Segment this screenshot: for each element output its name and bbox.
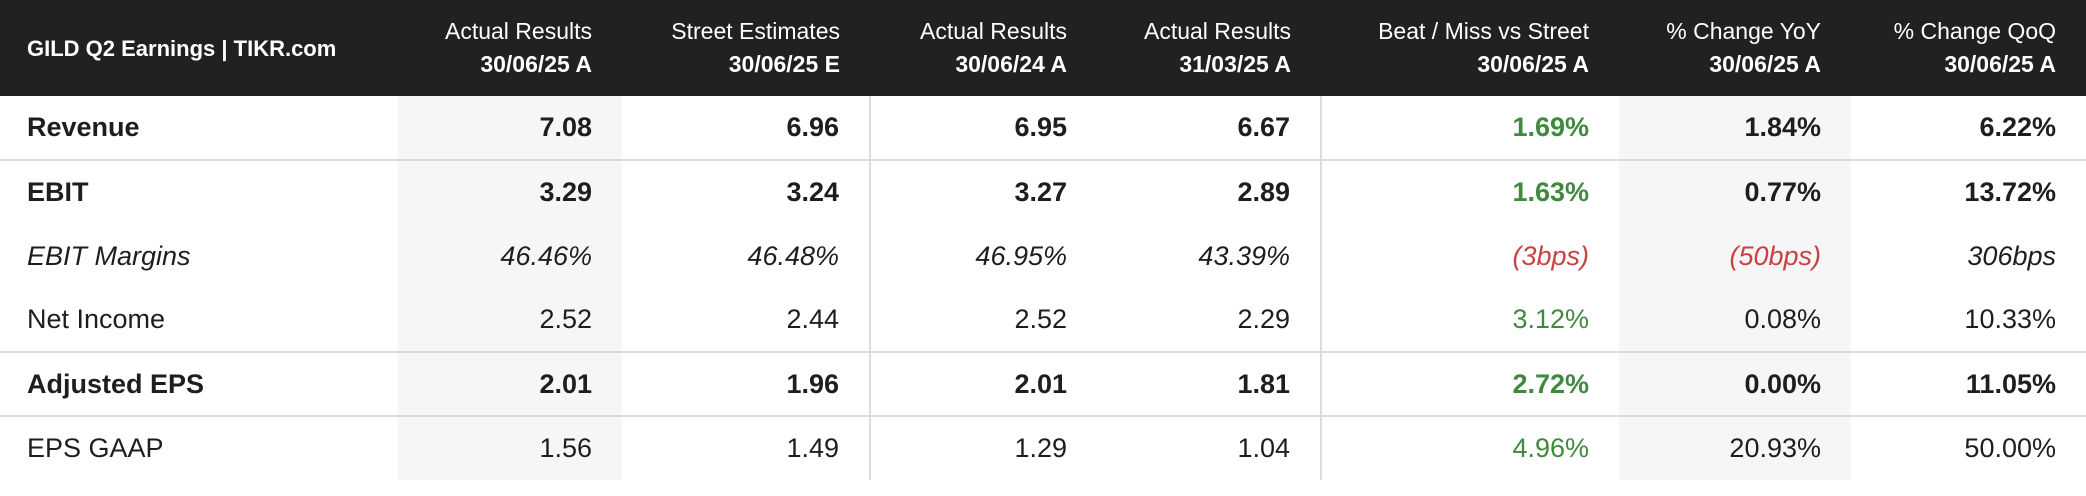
table-row-net-income: Net Income 2.52 2.44 2.52 2.29 3.12% 0.0… xyxy=(0,288,2086,352)
cell: 10.33% xyxy=(1964,304,2056,334)
row-label: EPS GAAP xyxy=(0,415,398,480)
cell: 0.00% xyxy=(1619,351,1851,416)
row-label: EBIT Margins xyxy=(27,240,191,271)
row-label: Net Income xyxy=(27,304,166,334)
cell: 1.49 xyxy=(622,415,871,480)
table-row-revenue: Revenue 7.08 6.96 6.95 6.67 1.69% 1.84% … xyxy=(0,96,2086,160)
table-row-ebit-margins: EBIT Margins 46.46% 46.48% 46.95% 43.39%… xyxy=(0,224,2086,288)
table-row-eps-gaap: EPS GAAP 1.56 1.49 1.29 1.04 4.96% 20.93… xyxy=(0,415,2086,480)
header-row: GILD Q2 Earnings | TIKR.com Actual Resul… xyxy=(0,0,2086,96)
cell: 2.52 xyxy=(1014,304,1067,334)
cell: 2.29 xyxy=(1097,288,1322,352)
column-header-label: Actual Results xyxy=(1143,18,1291,44)
cell: 0.08% xyxy=(1619,288,1851,352)
cell: 3.24 xyxy=(622,159,871,224)
cell: 306bps xyxy=(1967,240,2056,271)
cell: 3.27 xyxy=(870,159,1097,224)
column-header: Actual Results 30/06/25 A xyxy=(398,0,622,96)
table-title: GILD Q2 Earnings | TIKR.com xyxy=(27,35,337,61)
cell: 1.81 xyxy=(1097,351,1322,416)
column-header-label: % Change QoQ xyxy=(1893,18,2056,44)
table-row-adjusted-eps: Adjusted EPS 2.01 1.96 2.01 1.81 2.72% 0… xyxy=(0,351,2086,416)
cell: 2.44 xyxy=(622,288,871,352)
cell: 6.96 xyxy=(622,96,871,160)
cell: (50bps) xyxy=(1619,224,1851,288)
earnings-table: GILD Q2 Earnings | TIKR.com Actual Resul… xyxy=(0,0,2086,480)
column-header-date: 30/06/24 A xyxy=(955,51,1067,77)
column-header-date: 30/06/25 A xyxy=(1944,51,2056,77)
cell: 6.22% xyxy=(1979,112,2056,142)
cell: 1.56 xyxy=(398,415,622,480)
cell: 2.01 xyxy=(870,351,1097,416)
row-label: Adjusted EPS xyxy=(0,351,398,416)
column-header-label: Actual Results xyxy=(919,18,1067,44)
cell: 0.77% xyxy=(1619,159,1851,224)
cell: 1.04 xyxy=(1097,415,1322,480)
cell: 4.96% xyxy=(1321,415,1619,480)
cell: 46.46% xyxy=(398,224,622,288)
cell: 1.29 xyxy=(870,415,1097,480)
cell: (3bps) xyxy=(1512,240,1589,271)
column-header-date: 31/03/25 A xyxy=(1179,51,1291,77)
cell: 1.96 xyxy=(622,351,871,416)
column-header-label: Beat / Miss vs Street xyxy=(1378,18,1589,44)
column-header: Street Estimates 30/06/25 E xyxy=(622,0,870,96)
column-header-date: 30/06/25 A xyxy=(1477,51,1589,77)
cell: 3.29 xyxy=(398,159,622,224)
row-label: EBIT xyxy=(0,159,398,224)
column-header-date: 30/06/25 A xyxy=(1709,51,1821,77)
column-header-label: Street Estimates xyxy=(671,18,840,44)
cell: 46.48% xyxy=(622,224,871,288)
cell: 2.72% xyxy=(1321,351,1619,416)
cell: 7.08 xyxy=(398,96,622,160)
cell: 2.01 xyxy=(398,351,622,416)
cell: 20.93% xyxy=(1619,415,1851,480)
cell: 2.52 xyxy=(398,288,622,352)
cell: 2.89 xyxy=(1097,159,1322,224)
column-header-label: Actual Results xyxy=(444,18,592,44)
row-label: Revenue xyxy=(27,112,140,142)
column-header-label: % Change YoY xyxy=(1666,18,1821,44)
table-row-ebit: EBIT 3.29 3.24 3.27 2.89 1.63% 0.77% 13.… xyxy=(0,159,2086,224)
column-header-date: 30/06/25 A xyxy=(480,51,592,77)
cell: 43.39% xyxy=(1097,224,1322,288)
cell: 6.67 xyxy=(1097,96,1322,160)
cell: 3.12% xyxy=(1512,304,1589,334)
cell: 6.95 xyxy=(1014,112,1067,142)
cell: 13.72% xyxy=(1851,159,2086,224)
cell: 1.69% xyxy=(1512,112,1589,142)
cell: 46.95% xyxy=(975,240,1067,271)
cell: 11.05% xyxy=(1851,351,2086,416)
column-header: % Change YoY 30/06/25 A xyxy=(1619,0,1851,96)
cell: 1.84% xyxy=(1619,96,1851,160)
cell: 50.00% xyxy=(1851,415,2086,480)
column-header: Beat / Miss vs Street 30/06/25 A xyxy=(1321,0,1619,96)
column-header-date: 30/06/25 E xyxy=(728,51,840,77)
cell: 1.63% xyxy=(1321,159,1619,224)
column-header: Actual Results 31/03/25 A xyxy=(1097,0,1321,96)
column-header: Actual Results 30/06/24 A xyxy=(870,0,1097,96)
column-header: % Change QoQ 30/06/25 A xyxy=(1851,0,2086,96)
